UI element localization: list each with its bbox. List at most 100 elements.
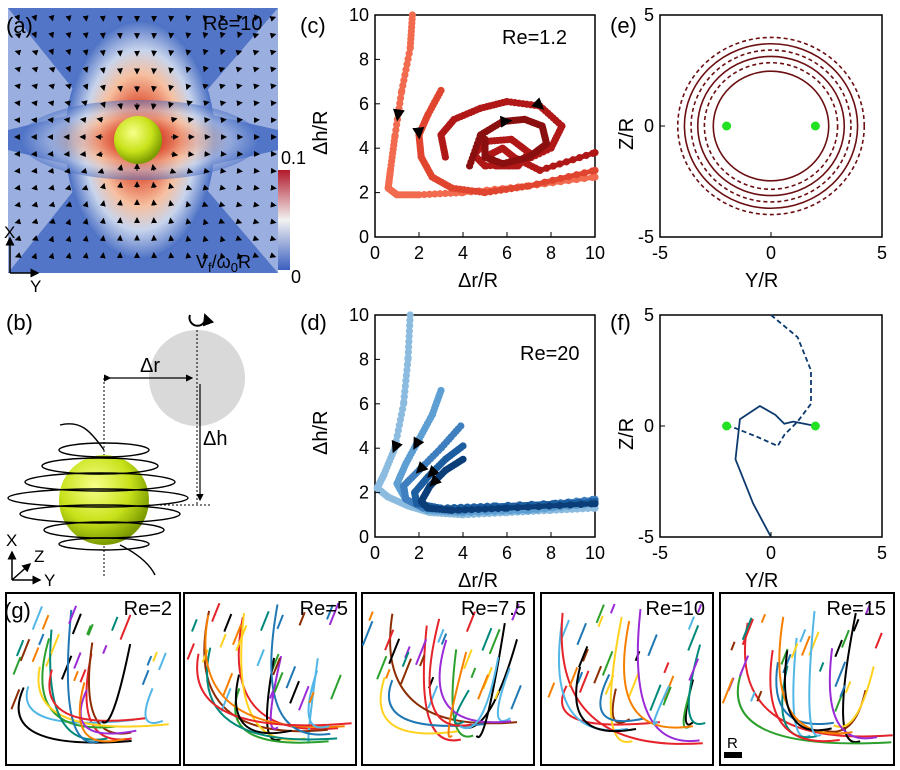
vector-arrow (253, 201, 260, 208)
streak-line (219, 633, 227, 648)
vector-arrow (96, 116, 104, 123)
dh-label: Δh (203, 428, 227, 450)
orbit-line (696, 55, 846, 197)
x-tick-label: 0 (370, 543, 380, 563)
streak-line (649, 684, 662, 711)
y-tick-label: 2 (359, 483, 369, 503)
streak-line (604, 674, 615, 695)
trajectory-point (572, 171, 581, 179)
trajectory-point (401, 71, 409, 79)
vector-arrow (168, 217, 175, 224)
panel-c-axes (374, 14, 596, 238)
trajectory-point (525, 182, 533, 190)
streak-line (73, 652, 82, 669)
vector-arrow (220, 48, 226, 56)
vector-arrow (219, 31, 226, 39)
vector-arrow (117, 102, 124, 110)
y-tick-label: 0 (644, 416, 654, 436)
vector-arrow (252, 252, 260, 258)
streak-line (623, 620, 694, 729)
streak-line (510, 685, 522, 710)
streak-line (599, 674, 645, 723)
vector-arrow (219, 235, 226, 243)
trajectory-point (503, 504, 511, 512)
vector-arrow (252, 235, 260, 242)
vector-arrow (65, 201, 73, 208)
vector-arrow (270, 201, 277, 208)
streak-line (17, 687, 132, 744)
panel-a-vector-field (14, 14, 277, 260)
trajectory-point (403, 361, 412, 369)
trajectory-point (556, 160, 564, 168)
streak-line (119, 614, 132, 640)
trajectory-point (402, 371, 411, 379)
vector-arrow (150, 181, 157, 189)
panel-b-label: (b) (6, 310, 33, 335)
helical-trajectory (7, 423, 189, 576)
vector-arrow (14, 66, 21, 73)
streak-line (31, 647, 40, 663)
vector-arrow (31, 252, 37, 260)
trajectory-point (405, 327, 414, 335)
panel-f: (f) Y/R Z/R -5 0 5 -5 0 5 (610, 305, 887, 592)
panel-d-series (373, 311, 599, 519)
scale-bar (724, 752, 742, 758)
trajectory-point (397, 410, 406, 419)
vector-arrow (65, 252, 72, 259)
panel-a-colorbar (278, 170, 290, 270)
x-tick-label: 4 (458, 243, 468, 263)
streak-line (597, 615, 604, 628)
marker-point (810, 421, 820, 431)
streak-line (269, 655, 283, 730)
streak-line (842, 612, 861, 744)
streak-line (211, 602, 221, 622)
streak-line (272, 657, 281, 676)
panel-c-xlabel: Δr/R (458, 270, 498, 292)
streak-line (256, 649, 265, 667)
panel-f-xlabel: Y/R (745, 570, 778, 592)
vector-arrow (219, 100, 227, 107)
streak-line (808, 610, 822, 737)
vector-arrow (235, 235, 243, 241)
panel-f-ylabel: Z/R (616, 418, 638, 450)
trajectory-point (497, 186, 505, 194)
panel-d-label: (d) (300, 310, 327, 335)
streak-line (10, 689, 21, 710)
trajectory-line (734, 405, 816, 538)
trajectory-point (436, 190, 444, 198)
trajectory-point (398, 405, 407, 413)
vector-arrow (65, 65, 71, 73)
vector-arrow (81, 184, 89, 191)
subpanel-re-label: Re=15 (827, 598, 887, 620)
streak-line (191, 619, 198, 632)
streak-line (234, 674, 292, 735)
vector-arrow (82, 200, 89, 208)
streak-line (790, 643, 799, 659)
vector-arrow (202, 252, 209, 259)
streak-line (37, 666, 169, 728)
streak-line (741, 618, 754, 646)
streak-line (186, 643, 195, 660)
trajectory-point (405, 338, 413, 346)
streak-line (12, 656, 22, 675)
streak-line (576, 671, 584, 684)
trajectory-point (406, 316, 414, 324)
trajectory-point (404, 55, 412, 63)
x-tick-label: 2 (414, 243, 424, 263)
vector-arrow (14, 218, 22, 225)
panel-a-re: Re=10 (203, 13, 263, 35)
streak-line (760, 613, 767, 623)
streak-line (87, 623, 94, 636)
panel-f-series (722, 314, 820, 538)
vector-arrow (204, 117, 211, 124)
vector-arrow (64, 100, 71, 107)
vector-arrow (185, 235, 192, 242)
streak-line (465, 611, 476, 632)
streak-line (687, 616, 695, 630)
marker-point (810, 121, 820, 131)
streak-line (721, 677, 734, 704)
colorbar-min: 0 (291, 267, 301, 287)
subpanel-re-label: Re=10 (646, 598, 706, 620)
vector-arrow (218, 66, 226, 73)
streak-line (50, 633, 60, 654)
